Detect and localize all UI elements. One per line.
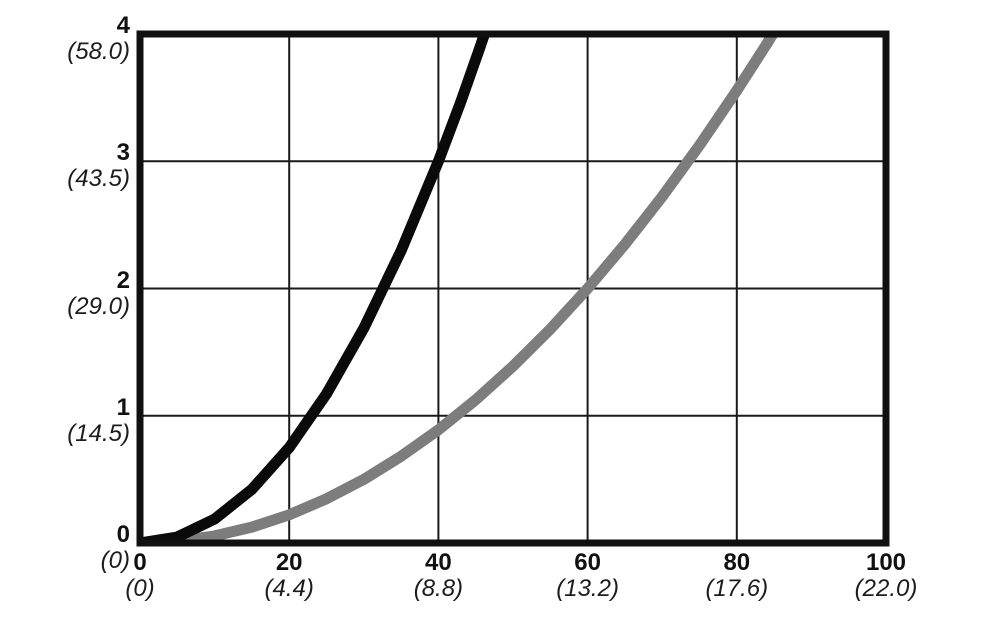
x-tick-alt-value: (17.6) xyxy=(705,575,769,602)
gray-curve xyxy=(140,34,780,543)
x-tick-value: 80 xyxy=(723,549,751,576)
y-axis-tick: 4 (58.0) xyxy=(0,13,130,65)
x-tick-alt-value: (0) xyxy=(125,575,155,602)
y-tick-value: 2 xyxy=(116,266,130,294)
y-tick-alt-value: (14.5) xyxy=(67,419,130,447)
x-axis-tick: 0 (0) xyxy=(65,550,215,602)
y-tick-value: 3 xyxy=(116,139,130,167)
x-tick-alt-value: (13.2) xyxy=(556,575,619,602)
x-axis-tick: 100 (22.0) xyxy=(811,550,961,602)
y-tick-value: 4 xyxy=(116,12,130,39)
x-tick-alt-value: (4.4) xyxy=(264,575,314,602)
x-tick-alt-value: (22.0) xyxy=(854,575,918,602)
y-tick-alt-value: (29.0) xyxy=(67,292,130,320)
x-tick-value: 20 xyxy=(275,549,303,576)
y-axis-tick: 1 (14.5) xyxy=(0,393,130,447)
y-tick-alt-value: (0) xyxy=(100,547,130,574)
y-axis-tick: 0 (0) xyxy=(0,522,130,574)
plot-frame xyxy=(136,30,890,547)
x-tick-value: 40 xyxy=(425,549,452,576)
y-axis-tick: 2 (29.0) xyxy=(0,266,130,320)
x-axis-tick: 40 (8.8) xyxy=(363,550,513,602)
y-tick-value: 0 xyxy=(116,521,130,548)
y-tick-value: 1 xyxy=(116,393,130,421)
x-tick-value: 60 xyxy=(574,549,601,576)
x-axis-tick: 80 (17.6) xyxy=(662,550,812,602)
x-tick-alt-value: (8.8) xyxy=(413,575,464,602)
x-tick-value: 100 xyxy=(865,549,907,576)
x-axis-tick: 60 (13.2) xyxy=(513,550,663,602)
black-curve xyxy=(140,34,491,543)
y-tick-alt-value: (43.5) xyxy=(67,165,130,193)
x-tick-value: 0 xyxy=(133,549,147,576)
y-tick-alt-value: (58.0) xyxy=(67,38,130,65)
y-axis-tick: 3 (43.5) xyxy=(0,140,130,192)
x-axis-tick: 20 (4.4) xyxy=(214,550,364,602)
